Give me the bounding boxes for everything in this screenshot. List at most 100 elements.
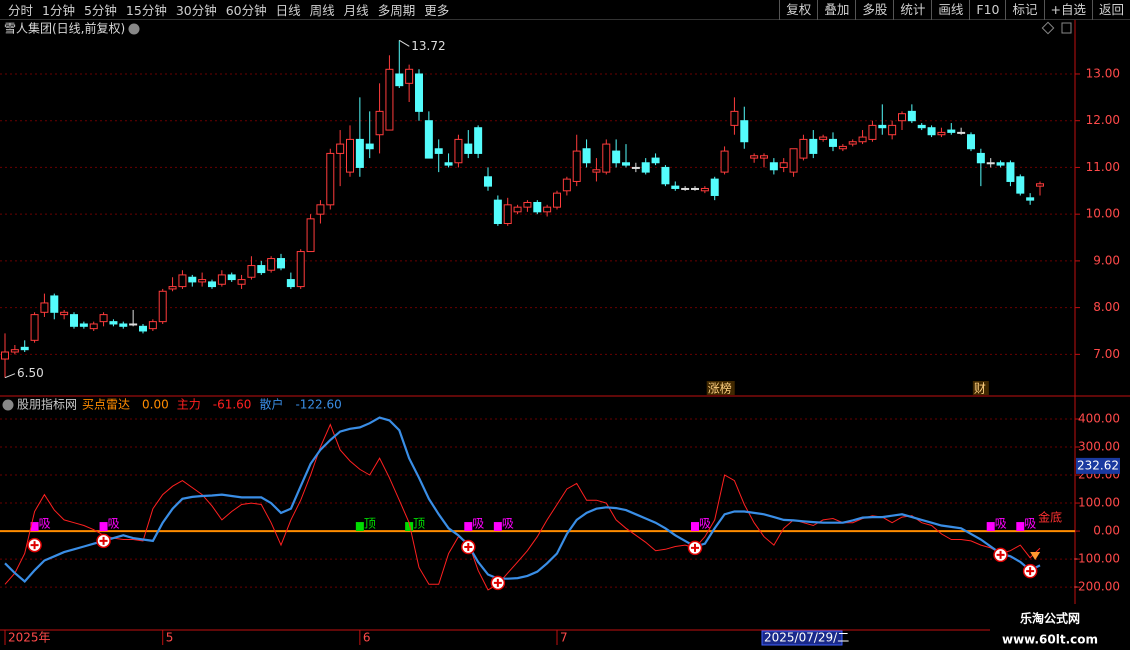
candle-body: [888, 124, 897, 136]
candle-body: [592, 169, 601, 173]
signal-label: 吸: [995, 517, 1007, 531]
candle-body: [681, 187, 690, 190]
tool-button[interactable]: 复权: [779, 0, 817, 20]
candle-body: [1026, 197, 1035, 201]
period-tab[interactable]: 更多: [424, 3, 450, 18]
candle-body: [819, 136, 828, 140]
signal-label: 顶: [364, 517, 376, 531]
tool-button[interactable]: 返回: [1091, 0, 1130, 20]
cursor-x-box: [761, 630, 843, 646]
x-tick-label: 6: [363, 631, 371, 645]
signal-label: 吸: [1024, 517, 1036, 531]
period-tab[interactable]: 分时: [8, 3, 34, 18]
candle-body: [434, 148, 443, 154]
signal-bar: [405, 522, 414, 532]
event-badge: [972, 381, 989, 395]
y-tick-label: 8.00: [1093, 300, 1120, 314]
candle-body: [79, 323, 88, 327]
candle-body: [70, 314, 78, 327]
candle-body: [326, 152, 335, 206]
period-tab[interactable]: 月线: [343, 3, 369, 18]
candle-body: [612, 150, 621, 164]
tool-button[interactable]: 多股: [855, 0, 893, 20]
candle-body: [927, 127, 936, 136]
candle-body: [355, 138, 364, 168]
extreme-pointer: [399, 39, 410, 47]
candle-body: [661, 166, 670, 185]
candle-body: [582, 148, 591, 164]
candle-body: [375, 110, 384, 136]
candle-body: [553, 192, 561, 208]
tool-button[interactable]: 标记: [1005, 0, 1043, 20]
candle-body: [543, 206, 552, 213]
candle-body: [651, 157, 660, 164]
candle-body: [148, 321, 157, 330]
candle-body: [513, 206, 522, 213]
candle-body: [769, 162, 778, 171]
candle-body: [967, 134, 975, 150]
candle-body: [1016, 176, 1025, 194]
period-tab[interactable]: 日线: [275, 3, 301, 18]
signal-label: 吸: [502, 517, 514, 531]
candle-body: [996, 162, 1005, 166]
tool-button[interactable]: F10: [969, 0, 1005, 20]
low-label: 6.50: [17, 366, 44, 380]
legend-name: 散户: [259, 397, 283, 412]
legend: 买点雷达 0.00 主力 -61.60 散户 -122.60: [82, 397, 342, 412]
candle-body: [750, 155, 759, 159]
period-tab[interactable]: 多周期: [377, 3, 416, 18]
candle-body: [415, 73, 423, 112]
period-tab[interactable]: 周线: [309, 3, 335, 18]
candle-body: [454, 138, 463, 164]
candle-body: [937, 131, 946, 136]
candle-body: [60, 311, 69, 316]
period-tab[interactable]: 1分钟: [42, 3, 75, 18]
period-tab[interactable]: 60分钟: [225, 3, 267, 18]
y-tick-label: 9.00: [1093, 253, 1120, 267]
candle-body: [346, 138, 354, 173]
legend-value: -61.60: [213, 398, 252, 412]
tool-button[interactable]: 画线: [931, 0, 969, 20]
period-tab[interactable]: 5分钟: [83, 3, 117, 18]
candle-body: [1006, 162, 1015, 182]
buy-cross: [493, 578, 502, 587]
buy-cross: [996, 550, 1005, 559]
candle-body: [178, 274, 187, 288]
candle-body: [464, 143, 473, 154]
event-badge: [706, 381, 735, 395]
candle-body: [198, 279, 207, 283]
signal-bar: [99, 522, 108, 532]
candle-body: [838, 145, 847, 150]
legend-value: -122.60: [295, 398, 341, 412]
cursor-y-box: [1076, 457, 1120, 474]
candle-body: [878, 124, 887, 129]
candle-body: [503, 204, 512, 225]
tool-button[interactable]: 统计: [893, 0, 931, 20]
y-tick-label: 12.00: [1086, 113, 1120, 127]
candle-body: [957, 131, 966, 134]
candle-body: [533, 201, 542, 213]
candle-body: [947, 129, 956, 133]
x-tick-label: 7: [560, 631, 568, 645]
candle-body: [622, 162, 630, 166]
candle-body: [208, 281, 216, 288]
buy-cross: [1026, 567, 1035, 576]
signal-bar: [464, 522, 473, 532]
bottom-signal-label: 金底: [1038, 510, 1062, 525]
tool-button[interactable]: 叠加: [817, 0, 855, 20]
cursor-x-label: 2025/07/29/二: [764, 631, 849, 645]
candle-body: [848, 141, 857, 145]
candle-body: [898, 113, 906, 122]
period-tab[interactable]: 30分钟: [175, 3, 217, 18]
tool-button[interactable]: +自选: [1043, 0, 1092, 20]
bottom-signal-icon: [1030, 552, 1041, 560]
period-tab[interactable]: 15分钟: [125, 3, 167, 18]
buy-cross: [99, 536, 108, 545]
candle-body: [109, 321, 118, 325]
candle-body: [316, 204, 325, 215]
y-tick-label: 300.00: [1078, 440, 1120, 454]
panel-icon: [1061, 22, 1072, 34]
candle-body: [1036, 183, 1044, 187]
candle-body: [710, 178, 719, 196]
candle-body: [139, 325, 147, 332]
